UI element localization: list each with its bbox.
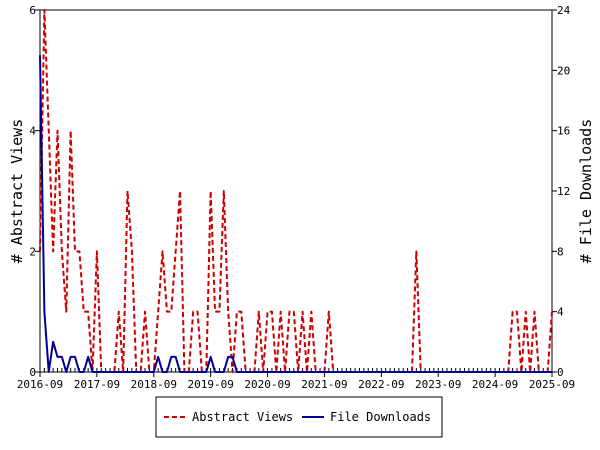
plot-area bbox=[39, 9, 553, 373]
x-tick-label: 2018-09 bbox=[131, 378, 177, 391]
legend-box bbox=[155, 396, 443, 438]
y-left-tick-label: 0 bbox=[29, 366, 36, 379]
y-left-axis-title: # Abstract Views bbox=[8, 119, 26, 264]
x-tick-label: 2017-09 bbox=[74, 378, 120, 391]
y-left-tick-label: 2 bbox=[29, 245, 36, 258]
x-tick-label: 2021-09 bbox=[301, 378, 347, 391]
y-right-tick-label: 24 bbox=[557, 4, 571, 17]
y-right-tick-label: 12 bbox=[557, 185, 570, 198]
x-tick-label: 2019-09 bbox=[187, 378, 233, 391]
x-tick-label: 2022-09 bbox=[358, 378, 404, 391]
y-right-tick-label: 8 bbox=[557, 245, 564, 258]
x-tick-label: 2020-09 bbox=[244, 378, 290, 391]
x-tick-label: 2023-09 bbox=[415, 378, 461, 391]
y-right-tick-label: 4 bbox=[557, 306, 564, 319]
legend-item-file-downloads-label: File Downloads bbox=[330, 410, 431, 424]
y-right-axis-title: # File Downloads bbox=[577, 119, 595, 264]
x-tick-label: 2016-09 bbox=[17, 378, 63, 391]
y-right-tick-label: 16 bbox=[557, 125, 570, 138]
x-tick-label: 2025-09 bbox=[529, 378, 575, 391]
series-line-abstract-views bbox=[39, 9, 553, 373]
legend-item-abstract-views-label: Abstract Views bbox=[192, 410, 293, 424]
y-right-tick-label: 20 bbox=[557, 64, 570, 77]
y-left-tick-label: 4 bbox=[29, 125, 36, 138]
y-right-tick-label: 0 bbox=[557, 366, 564, 379]
y-left-tick-label: 6 bbox=[29, 4, 36, 17]
x-tick-label: 2024-09 bbox=[472, 378, 518, 391]
series-line-file-downloads bbox=[39, 55, 552, 373]
